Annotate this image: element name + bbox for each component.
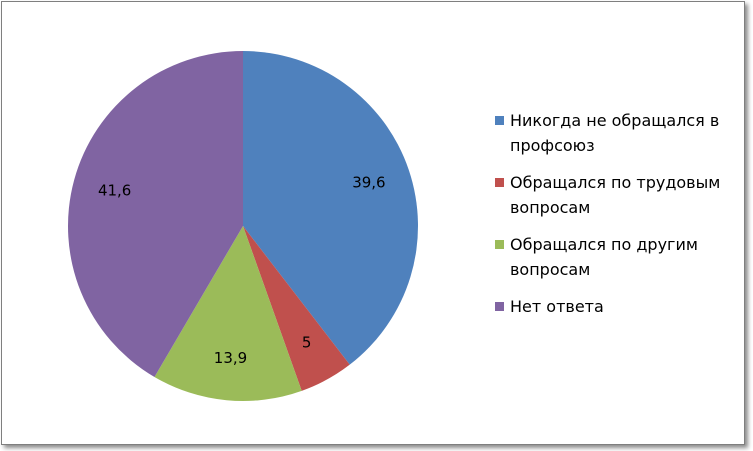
pie-slice <box>154 226 302 402</box>
legend-swatch <box>495 116 504 125</box>
legend-item: Нет ответа <box>495 294 727 319</box>
data-label: 41,6 <box>98 182 131 200</box>
legend-swatch <box>495 302 504 311</box>
legend-label: Обращался по трудовым вопросам <box>510 173 721 217</box>
legend-swatch <box>495 178 504 187</box>
pie-slice <box>68 51 244 377</box>
legend-swatch <box>495 240 504 249</box>
legend-item: Обращался по трудовым вопросам <box>495 170 727 220</box>
legend-label: Обращался по другим вопросам <box>510 235 698 279</box>
data-label: 5 <box>302 333 312 351</box>
legend-label: Никогда не обращался в профсоюз <box>510 111 720 155</box>
legend-item: Обращался по другим вопросам <box>495 232 727 282</box>
pie-slice <box>243 226 350 391</box>
legend-label: Нет ответа <box>510 297 604 316</box>
data-label: 39,6 <box>352 174 385 192</box>
data-label: 13,9 <box>214 349 247 367</box>
pie-slice <box>243 51 418 365</box>
pie: 39,6 5 13,9 41,6 <box>68 51 418 402</box>
legend-item: Никогда не обращался в профсоюз <box>495 108 727 158</box>
